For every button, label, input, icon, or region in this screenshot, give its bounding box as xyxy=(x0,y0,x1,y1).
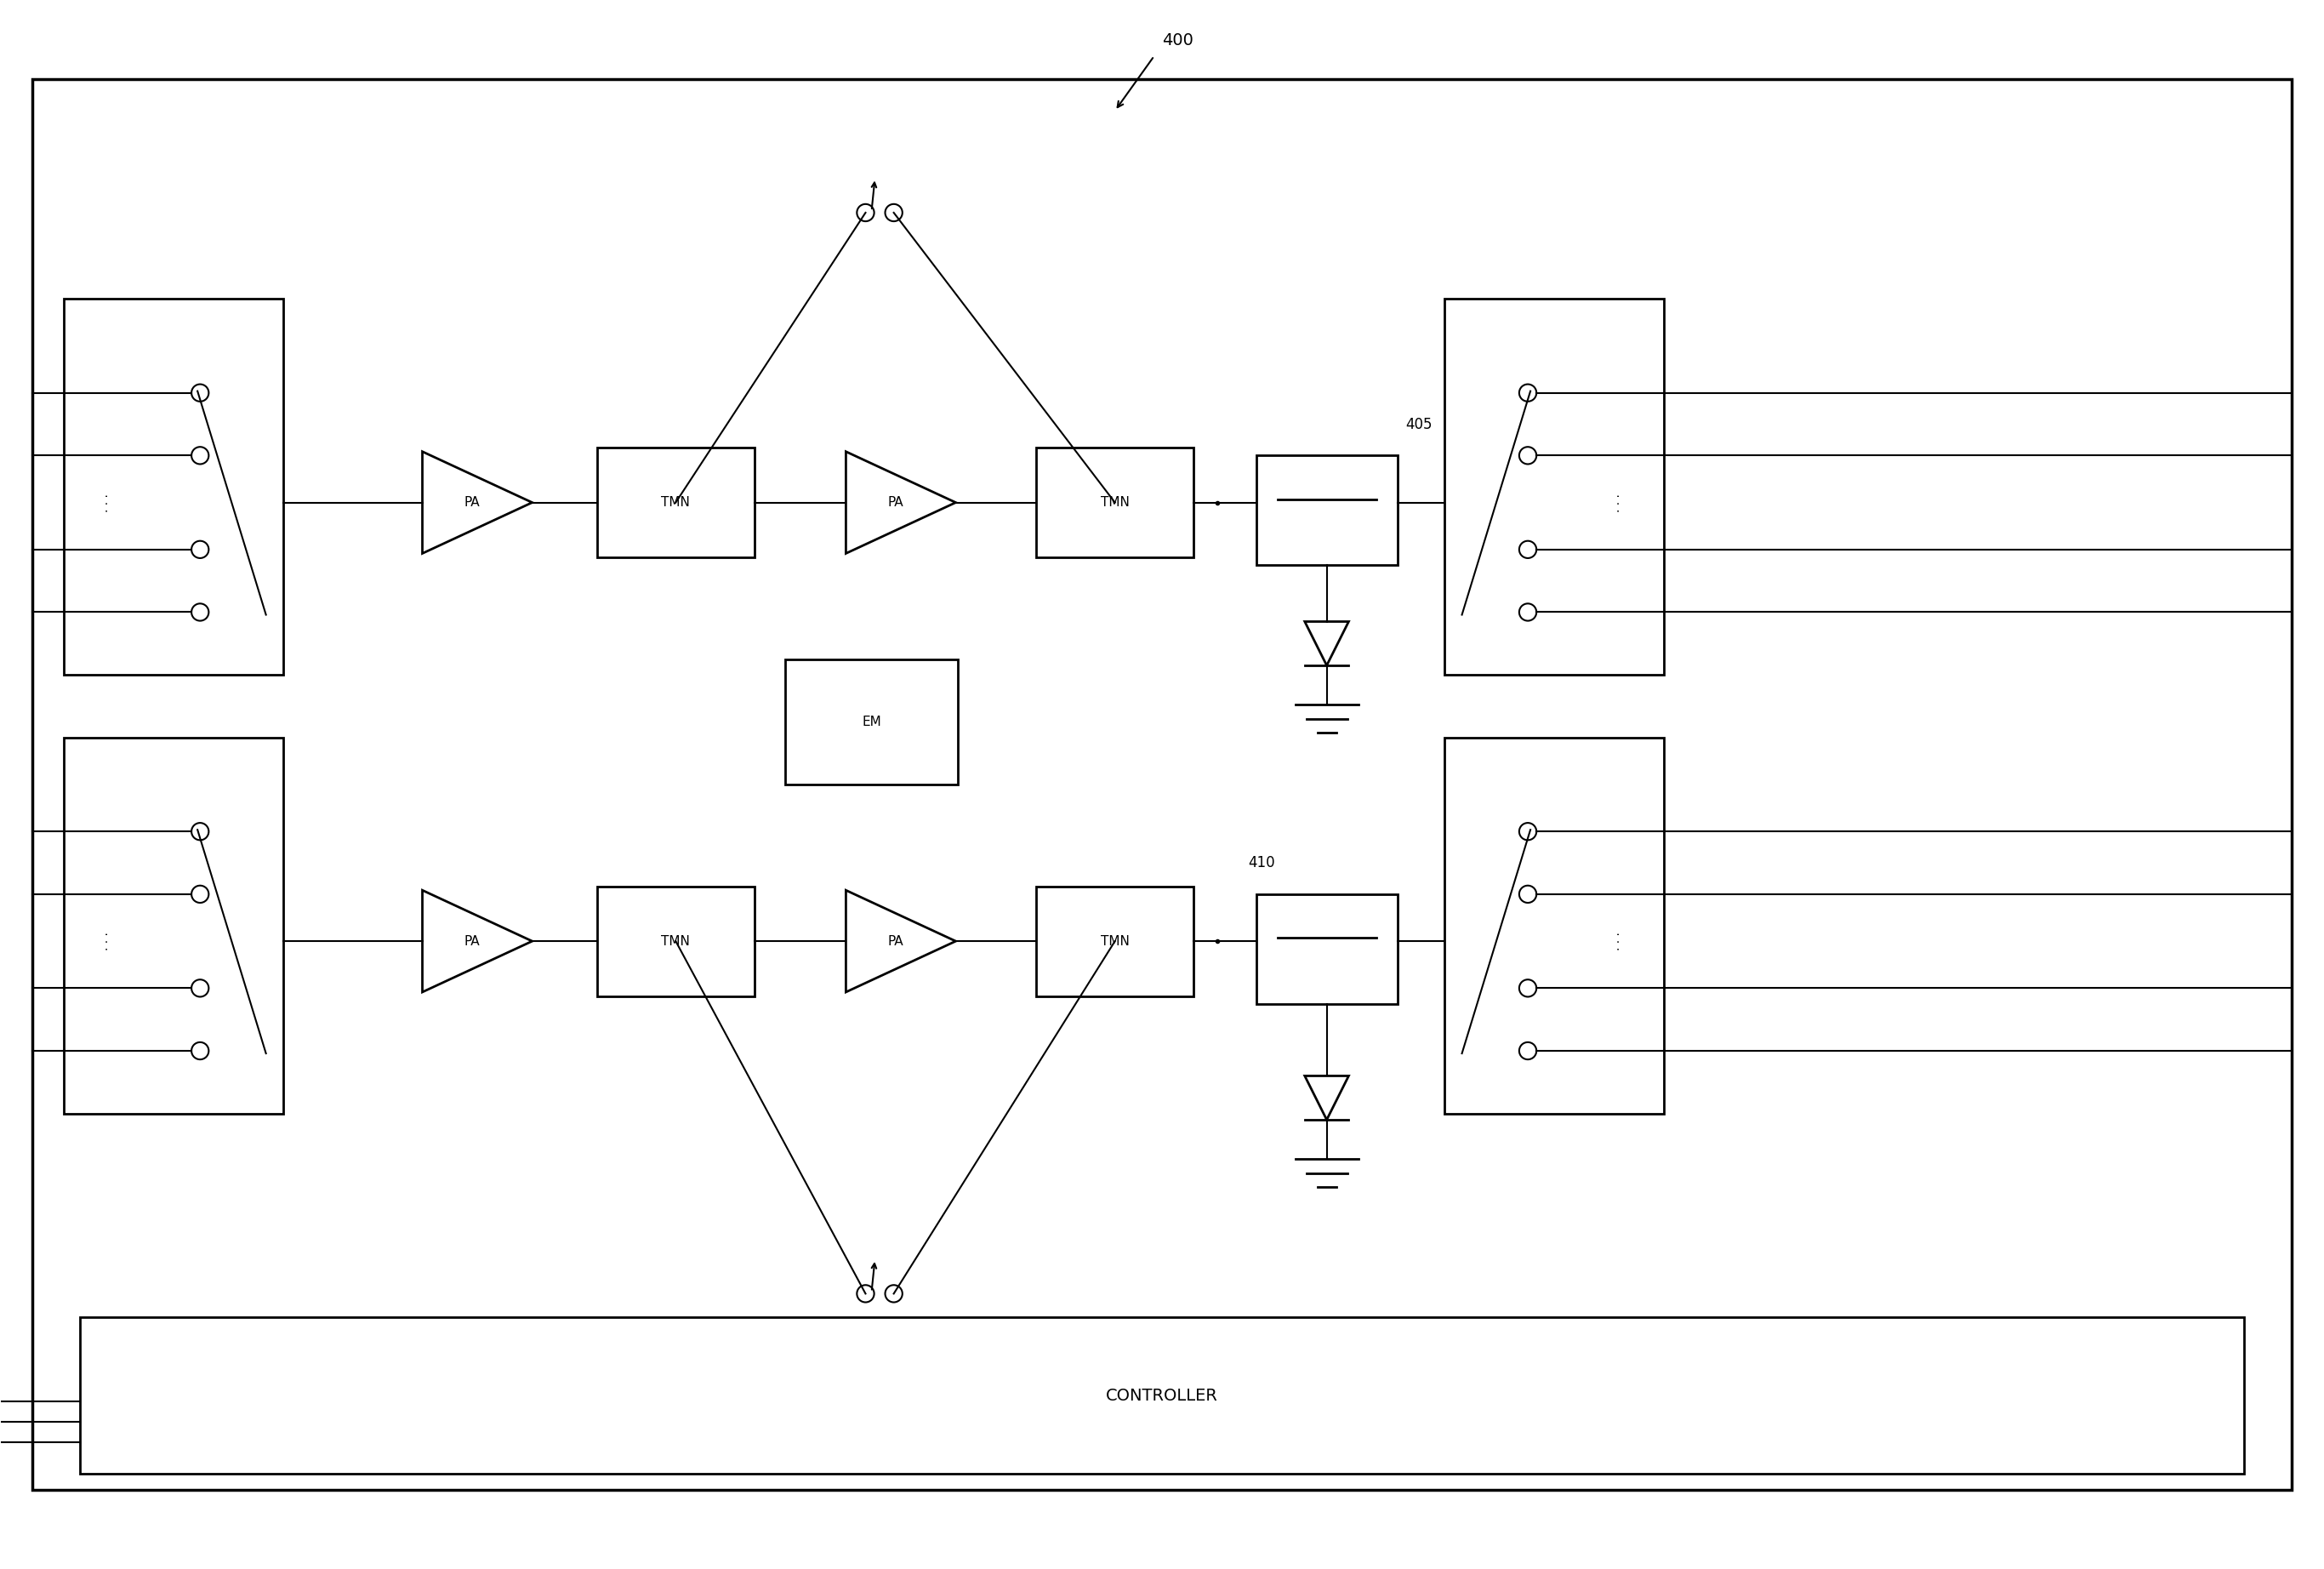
Bar xyxy=(65,737,284,1114)
Polygon shape xyxy=(1304,621,1348,665)
Bar xyxy=(786,659,957,784)
Polygon shape xyxy=(423,452,532,554)
Bar xyxy=(1443,298,1664,675)
Bar xyxy=(1443,737,1664,1114)
Text: TMN: TMN xyxy=(1102,935,1129,948)
Polygon shape xyxy=(423,890,532,992)
Bar xyxy=(65,298,284,675)
Bar xyxy=(597,886,755,996)
Text: PA: PA xyxy=(888,935,904,948)
Polygon shape xyxy=(846,452,955,554)
Text: · · ·: · · · xyxy=(102,493,114,511)
Text: · · ·: · · · xyxy=(102,932,114,951)
Text: 405: 405 xyxy=(1406,417,1432,431)
Text: TMN: TMN xyxy=(1102,496,1129,508)
Text: PA: PA xyxy=(888,496,904,508)
Bar xyxy=(1037,886,1192,996)
Text: · · ·: · · · xyxy=(1615,493,1627,511)
Bar xyxy=(79,1316,2245,1473)
Text: 400: 400 xyxy=(1162,33,1192,49)
Text: 410: 410 xyxy=(1248,855,1276,871)
Bar xyxy=(1255,894,1397,1004)
Bar xyxy=(1037,447,1192,557)
Polygon shape xyxy=(846,890,955,992)
Text: TMN: TMN xyxy=(662,496,690,508)
Bar xyxy=(1255,455,1397,565)
Bar xyxy=(597,447,755,557)
Text: TMN: TMN xyxy=(662,935,690,948)
Text: EM: EM xyxy=(862,715,881,728)
Text: PA: PA xyxy=(465,496,479,508)
Polygon shape xyxy=(1304,1076,1348,1120)
Text: PA: PA xyxy=(465,935,479,948)
Text: · · ·: · · · xyxy=(1615,932,1627,951)
Text: CONTROLLER: CONTROLLER xyxy=(1106,1387,1218,1404)
